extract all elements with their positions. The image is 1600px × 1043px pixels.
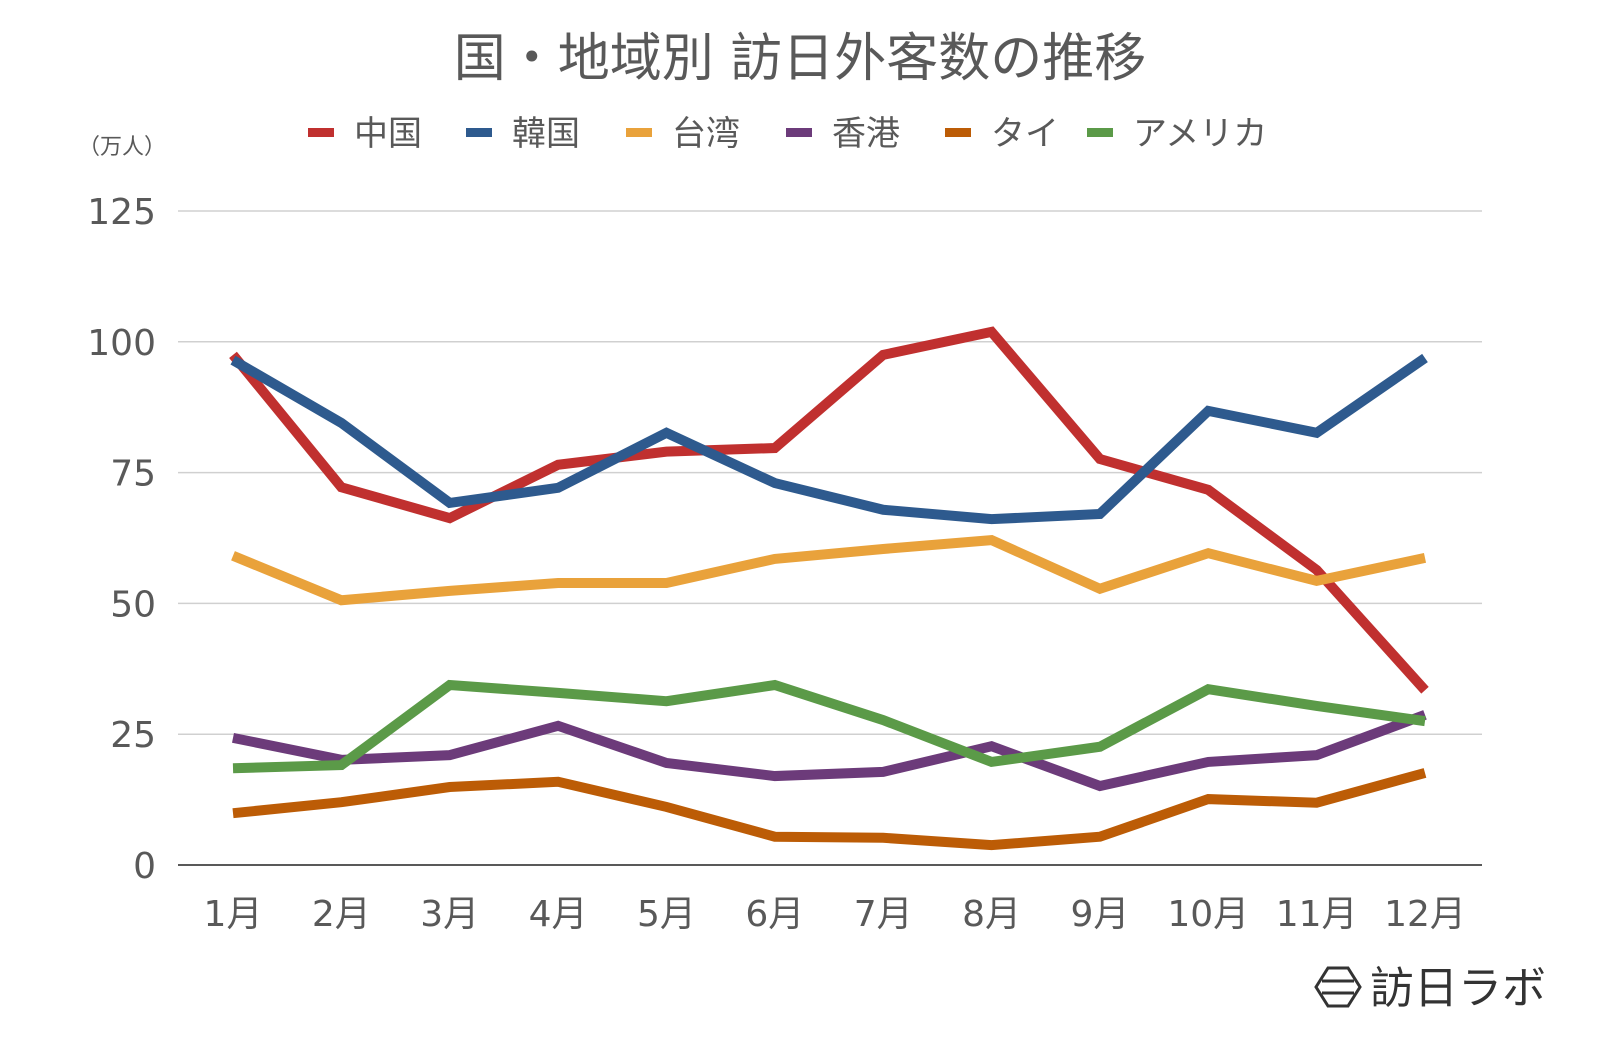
x-tick-label: 9月 [1070, 894, 1129, 935]
legend-label: 中国 [354, 114, 422, 154]
series-lines [229, 326, 1429, 851]
y-tick-label: 75 [110, 454, 156, 495]
x-tick-label: 2月 [312, 894, 371, 935]
legend-swatch [626, 128, 652, 137]
legend-label: 韓国 [512, 114, 580, 154]
legend-swatch [308, 128, 334, 137]
y-tick-label: 125 [87, 192, 156, 233]
legend-label: 台湾 [672, 114, 740, 154]
x-tick-label: 4月 [529, 894, 588, 935]
legend-item: 台湾 [626, 114, 740, 154]
x-tick-label: 11月 [1276, 894, 1358, 935]
legend-swatch [1087, 128, 1113, 137]
gridlines [178, 210, 1482, 866]
legend-swatch [945, 128, 971, 137]
legend: 中国 韓国 台湾 香港 タイ アメリカ [308, 114, 1267, 154]
series-line-3 [232, 710, 1427, 792]
legend-label: 香港 [832, 114, 900, 154]
legend-label: タイ [991, 114, 1059, 154]
legend-item: 韓国 [466, 114, 580, 154]
series-line-5 [232, 679, 1426, 774]
x-tick-label: 5月 [637, 894, 696, 935]
y-tick-label: 25 [110, 715, 156, 756]
legend-item: アメリカ [1087, 114, 1267, 154]
legend-item: タイ [945, 114, 1059, 154]
y-axis-ticks: 0 25 50 75 100 125 [87, 192, 156, 887]
x-axis-ticks: 1月 2月 3月 4月 5月 6月 7月 8月 9月 10月 11月 12月 [204, 894, 1466, 935]
unit-label: （万人） [78, 135, 166, 160]
x-tick-label: 12月 [1384, 894, 1466, 935]
logo-text: 訪日ラボ [1370, 963, 1546, 1014]
x-tick-label: 7月 [854, 894, 913, 935]
series-line-2 [231, 535, 1427, 606]
x-tick-label: 1月 [204, 894, 263, 935]
hexagon-logo-icon [1314, 966, 1362, 1008]
logo: 訪日ラボ [1314, 963, 1546, 1014]
x-tick-label: 10月 [1167, 894, 1249, 935]
series-line-0 [229, 326, 1429, 694]
chart-title: 国・地域別 訪日外客数の推移 [454, 29, 1147, 89]
legend-swatch [786, 128, 812, 137]
series-line-4 [232, 768, 1427, 851]
y-tick-label: 0 [133, 846, 156, 887]
x-tick-label: 8月 [962, 894, 1021, 935]
legend-item: 中国 [308, 114, 422, 154]
y-tick-label: 100 [87, 323, 156, 364]
legend-swatch [466, 128, 492, 137]
legend-item: 香港 [786, 114, 900, 154]
legend-label: アメリカ [1133, 114, 1267, 154]
series-line-1 [230, 353, 1428, 525]
x-tick-label: 6月 [745, 894, 804, 935]
x-tick-label: 3月 [420, 894, 479, 935]
y-tick-label: 50 [110, 584, 156, 625]
